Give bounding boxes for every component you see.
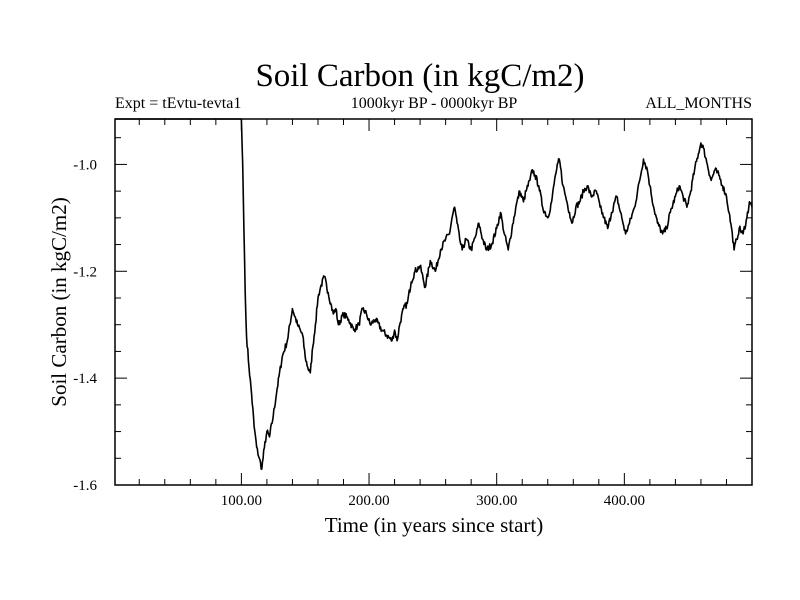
months-label: ALL_MONTHS bbox=[645, 95, 752, 112]
x-tick-label: 400.00 bbox=[604, 493, 645, 509]
x-tick-label: 200.00 bbox=[348, 493, 389, 509]
chart-title: Soil Carbon (in kgC/m2) bbox=[255, 58, 584, 94]
y-tick-label: -1.6 bbox=[73, 478, 97, 494]
y-tick-label: -1.4 bbox=[73, 371, 97, 387]
experiment-label: Expt = tEvtu-tevta1 bbox=[115, 95, 241, 112]
y-axis-label: Soil Carbon (in kgC/m2) bbox=[47, 197, 71, 406]
soil-carbon-series-line bbox=[115, 118, 753, 470]
x-axis-label: Time (in years since start) bbox=[325, 513, 544, 537]
y-tick-label: -1.0 bbox=[73, 157, 97, 173]
x-axis: 100.00 200.00 300.00 400.00 bbox=[138, 119, 727, 509]
y-axis: -1.6 -1.4 -1.2 -1.0 bbox=[73, 137, 752, 494]
y-tick-label: -1.2 bbox=[73, 264, 97, 280]
plot-frame bbox=[114, 118, 753, 486]
x-tick-label: 300.00 bbox=[476, 493, 517, 509]
time-range-label: 1000kyr BP - 0000kyr BP bbox=[351, 95, 518, 112]
x-tick-label: 100.00 bbox=[221, 493, 262, 509]
